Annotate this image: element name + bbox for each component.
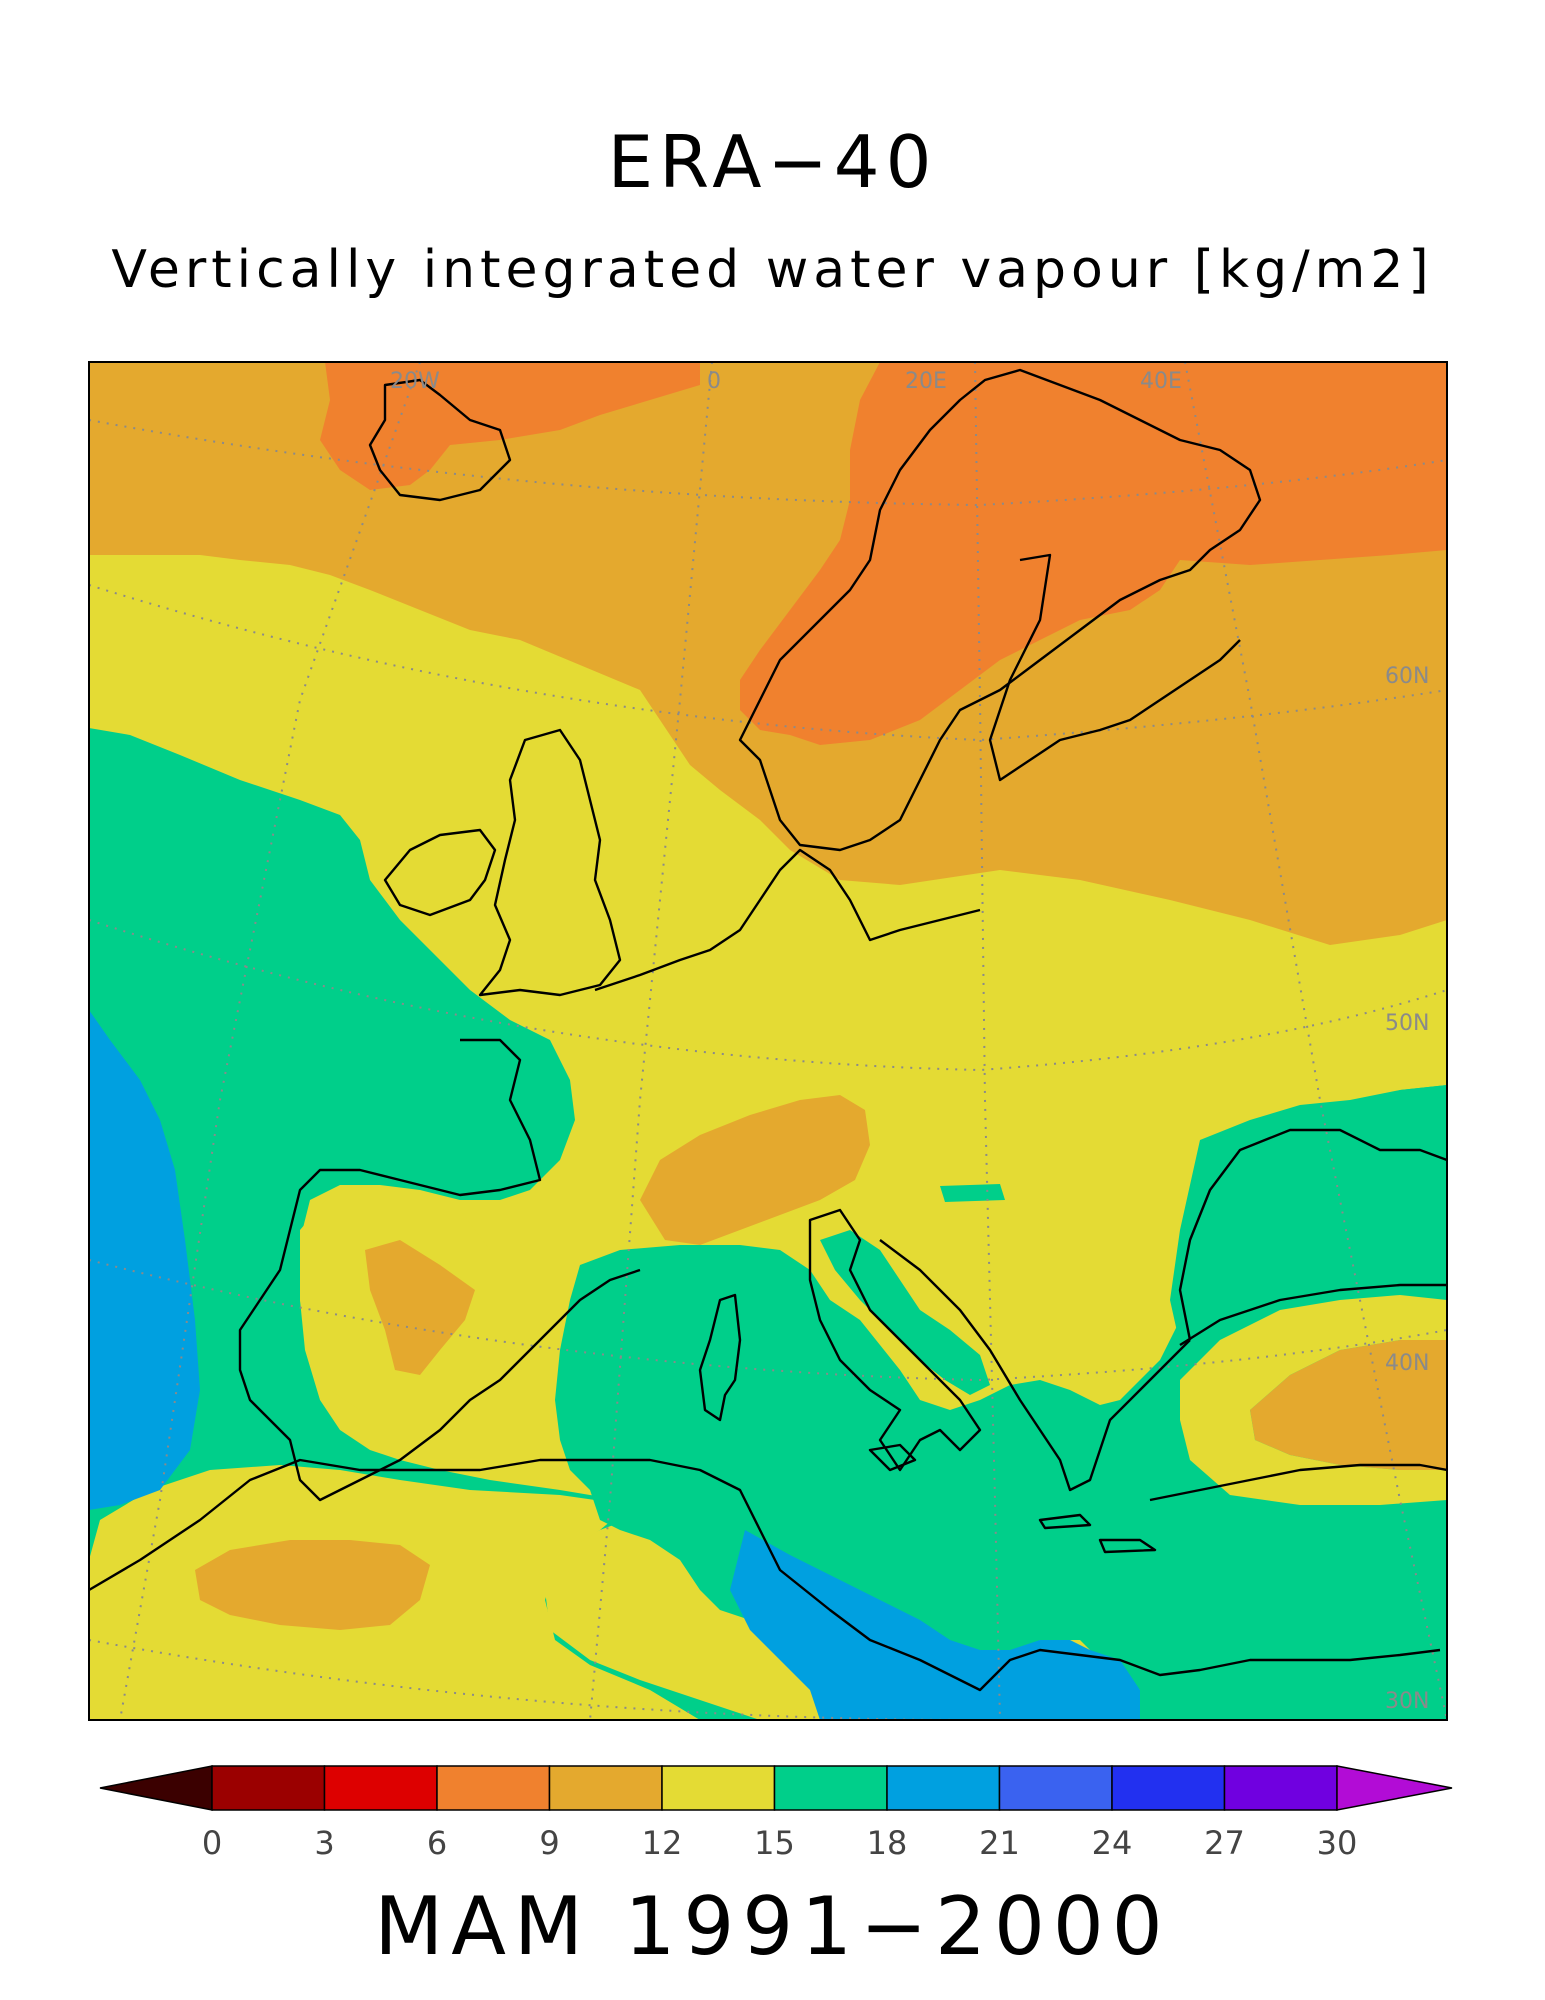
coast-great-britain: [478, 728, 622, 997]
coast-italy: [808, 1208, 982, 1472]
coast-corsica-sardinia: [698, 1293, 742, 1422]
colorbar-segment: [773, 1765, 888, 1811]
colorbar-tick-label: 9: [539, 1824, 559, 1862]
colorbar-tick-label: 24: [1092, 1824, 1133, 1862]
graticule-lon-40e: [1184, 362, 1447, 1720]
coast-north-africa: [89, 1458, 1441, 1692]
colorbar-tick-label: 6: [427, 1824, 447, 1862]
field-9-12-anatolia: [1250, 1340, 1447, 1470]
field-9-12-sahara: [195, 1540, 430, 1630]
coast-crete: [1038, 1513, 1092, 1530]
field-18-21-atlantic: [89, 1010, 200, 1510]
graticule-lat-60n: [89, 584, 1447, 742]
colorbar-tick-label: 18: [867, 1824, 908, 1862]
graticule-lat-30n: [89, 1639, 981, 1720]
coastlines: [89, 368, 1447, 1692]
map-panel: 20W 0 20E 40E 60N 50N 40N 30N: [89, 362, 1447, 1720]
coast-cyprus: [1098, 1538, 1157, 1554]
colorbar-segment: [211, 1765, 326, 1811]
graticule-labels: 20W 0 20E 40E 60N 50N 40N 30N: [390, 369, 1429, 1714]
lat-label: 60N: [1385, 664, 1429, 689]
coast-continent-north: [594, 848, 981, 992]
graticule-lon-20w: [119, 362, 421, 1720]
colorbar-tick-label: 15: [754, 1824, 795, 1862]
graticule-lon-0: [589, 362, 713, 1720]
graticule-lat-70n: [89, 419, 1447, 507]
main-title: ERA−40: [607, 120, 938, 204]
colorbar-tick-label: 0: [202, 1824, 222, 1862]
coast-anatolia: [1179, 1283, 1447, 1347]
field-15-18-adriatic: [820, 1230, 990, 1395]
lon-label: 20W: [390, 369, 440, 394]
graticule-lon-20e: [974, 362, 1001, 1720]
coast-anatolia-south: [1149, 1463, 1447, 1502]
lat-label: 50N: [1385, 1011, 1429, 1036]
coast-iceland: [368, 378, 512, 502]
colorbar-tick-label: 21: [979, 1824, 1020, 1862]
coast-balkans-greece: [879, 1239, 1191, 1492]
colorbar-tick-label: 12: [642, 1824, 683, 1862]
coast-sicily: [868, 1443, 917, 1472]
lat-label: 40N: [1385, 1351, 1429, 1376]
field-9-12-iberia: [365, 1240, 475, 1375]
colorbar-segment: [548, 1765, 663, 1811]
coast-black-sea: [1178, 1128, 1447, 1341]
colorbar-segment: [661, 1765, 776, 1811]
lon-label: 40E: [1140, 369, 1182, 394]
coast-scandinavia: [738, 368, 1262, 852]
field-9-12-alps: [640, 1095, 870, 1245]
colorbar-tick-label: 30: [1317, 1824, 1358, 1862]
colorbar-over-arrow: [1336, 1765, 1453, 1811]
graticule-lat-40n: [89, 1259, 1447, 1382]
colorbar-segment: [323, 1765, 438, 1811]
coast-baltic-finland: [988, 553, 1241, 782]
map-frame: [88, 361, 1448, 1721]
graticule: [89, 362, 1447, 1720]
field-18-21-north-africa-east: [730, 1530, 1140, 1720]
colorbar-segment: [998, 1765, 1113, 1811]
coast-ireland: [383, 828, 497, 917]
subtitle: Vertically integrated water vapour [kg/m…: [111, 240, 1434, 300]
field-6-9-scandinavia: [740, 362, 1447, 745]
coast-france-iberia: [238, 1038, 641, 1502]
colorbar-under-arrow: [99, 1765, 213, 1811]
field-6-9-iceland: [320, 362, 700, 490]
lon-label: 0: [707, 369, 721, 394]
lon-label: 20E: [905, 369, 947, 394]
colorbar: 0 3 6 9 12 15 18 21 24 27 30: [99, 1765, 1453, 1862]
colorbar-segment: [436, 1765, 551, 1811]
period-label: MAM 1991−2000: [374, 1880, 1171, 1973]
field-15-18-balkan-blob: [940, 1184, 1005, 1202]
colorbar-segment: [886, 1765, 1001, 1811]
colorbar-segment: [1223, 1765, 1338, 1811]
colorbar-tick-label: 27: [1204, 1824, 1245, 1862]
lat-label: 30N: [1385, 1689, 1429, 1714]
colorbar-segment: [1111, 1765, 1226, 1811]
field-12-15-anatolia-ring: [1180, 1295, 1447, 1505]
colorbar-tick-label: 3: [314, 1824, 334, 1862]
